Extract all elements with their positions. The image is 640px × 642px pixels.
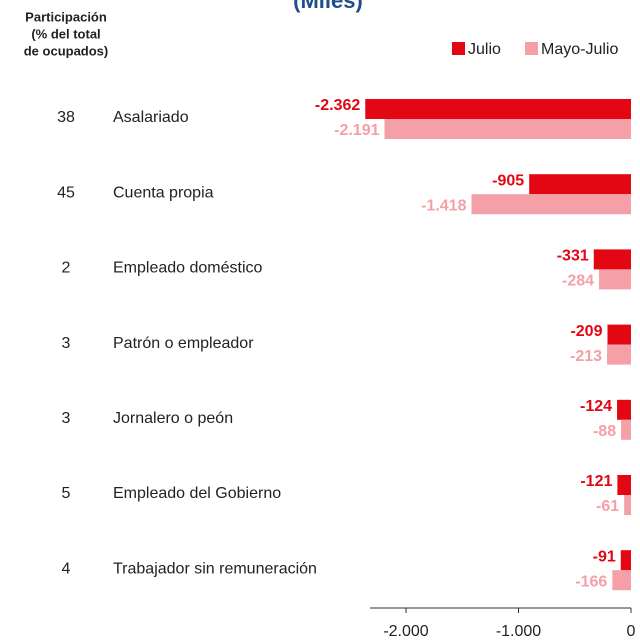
data-label: -91 bbox=[593, 548, 616, 565]
data-label: -905 bbox=[492, 172, 524, 189]
legend-swatch bbox=[525, 42, 538, 55]
data-label: -124 bbox=[580, 398, 612, 415]
x-tick-label: -1.000 bbox=[496, 623, 541, 640]
category-label: Cuenta propia bbox=[113, 184, 214, 201]
data-label: -284 bbox=[562, 273, 594, 290]
participation: 2 bbox=[62, 260, 71, 277]
category-label: Asalariado bbox=[113, 109, 189, 126]
bar bbox=[607, 344, 631, 365]
category-label: Empleado doméstico bbox=[113, 260, 263, 277]
category-label: Trabajador sin remuneración bbox=[113, 560, 317, 577]
column-header: (% del total bbox=[31, 26, 100, 41]
data-label: -331 bbox=[557, 248, 589, 265]
bar bbox=[607, 324, 631, 345]
data-label: -88 bbox=[593, 423, 616, 440]
data-label: -166 bbox=[575, 573, 607, 590]
bar bbox=[365, 99, 631, 119]
bar bbox=[593, 249, 631, 270]
bar bbox=[617, 475, 631, 495]
x-tick-label: 0 bbox=[627, 623, 636, 640]
bar bbox=[529, 174, 631, 195]
legend-label: Julio bbox=[468, 41, 501, 58]
category-label: Empleado del Gobierno bbox=[113, 485, 281, 502]
legend-swatch bbox=[452, 42, 465, 55]
bar bbox=[471, 194, 631, 215]
column-header: de ocupados) bbox=[24, 43, 109, 58]
bar bbox=[620, 550, 631, 571]
participation: 3 bbox=[62, 410, 71, 427]
bar bbox=[612, 570, 631, 591]
data-label: -61 bbox=[596, 498, 619, 515]
participation: 38 bbox=[57, 109, 75, 126]
category-label: Jornalero o peón bbox=[113, 410, 233, 427]
legend-label: Mayo-Julio bbox=[541, 41, 618, 58]
category-label: Patrón o empleador bbox=[113, 335, 254, 352]
participation: 3 bbox=[62, 335, 71, 352]
data-label: -209 bbox=[570, 323, 602, 340]
data-label: -1.418 bbox=[421, 197, 466, 214]
data-label: -2.191 bbox=[334, 122, 379, 139]
data-label: -121 bbox=[580, 473, 612, 490]
participation: 45 bbox=[57, 184, 75, 201]
bar bbox=[617, 399, 631, 420]
bar bbox=[384, 119, 631, 139]
column-header: Participación bbox=[25, 9, 107, 24]
bar bbox=[624, 495, 631, 515]
participation: 5 bbox=[62, 485, 71, 502]
bar bbox=[599, 269, 631, 290]
participation: 4 bbox=[62, 560, 71, 577]
x-tick-label: -2.000 bbox=[383, 623, 428, 640]
chart-title: (Miles) bbox=[293, 0, 363, 13]
bar bbox=[621, 419, 631, 440]
data-label: -213 bbox=[570, 348, 602, 365]
data-label: -2.362 bbox=[315, 97, 360, 114]
